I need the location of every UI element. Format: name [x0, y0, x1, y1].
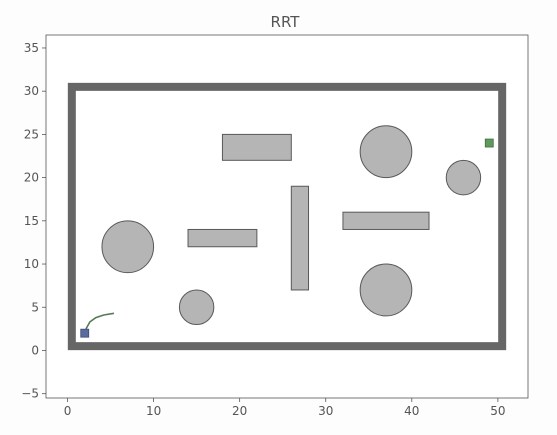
- rect-obstacle: [221, 133, 292, 161]
- x-tick-label: 0: [64, 404, 72, 418]
- x-tick-label: 50: [490, 404, 505, 418]
- y-tick-label: 5: [31, 300, 39, 314]
- boundary-wall: [67, 82, 507, 351]
- y-tick-label: 10: [24, 257, 39, 271]
- y-axis-ticks: −5 0 5 10 15 20 25 30 35: [21, 41, 46, 401]
- x-tick-label: 30: [318, 404, 333, 418]
- y-tick-label: −5: [21, 387, 39, 401]
- y-tick-label: 15: [24, 214, 39, 228]
- circle-obstacle: [178, 289, 215, 326]
- chart-title: RRT: [271, 13, 301, 31]
- circle-obstacle: [359, 263, 413, 317]
- y-tick-label: 0: [31, 343, 39, 357]
- start-marker: [80, 328, 90, 338]
- obstacles-layer: [101, 125, 482, 326]
- y-tick-label: 35: [24, 41, 39, 55]
- circle-obstacle: [359, 125, 413, 179]
- x-tick-label: 10: [146, 404, 161, 418]
- circle-obstacle: [445, 159, 482, 196]
- y-tick-label: 25: [24, 127, 39, 141]
- x-tick-label: 40: [404, 404, 419, 418]
- y-tick-label: 20: [24, 171, 39, 185]
- x-axis-ticks: 0 10 20 30 40 50: [64, 398, 506, 418]
- rect-obstacle: [290, 185, 310, 291]
- goal-marker: [484, 138, 494, 148]
- boundary-layer: [67, 82, 507, 351]
- rect-obstacle: [342, 211, 430, 230]
- y-tick-label: 30: [24, 84, 39, 98]
- rect-obstacle: [187, 228, 258, 248]
- x-tick-label: 20: [232, 404, 247, 418]
- markers-layer: [80, 138, 494, 338]
- plot-frame: [45, 34, 529, 399]
- circle-obstacle: [101, 220, 155, 274]
